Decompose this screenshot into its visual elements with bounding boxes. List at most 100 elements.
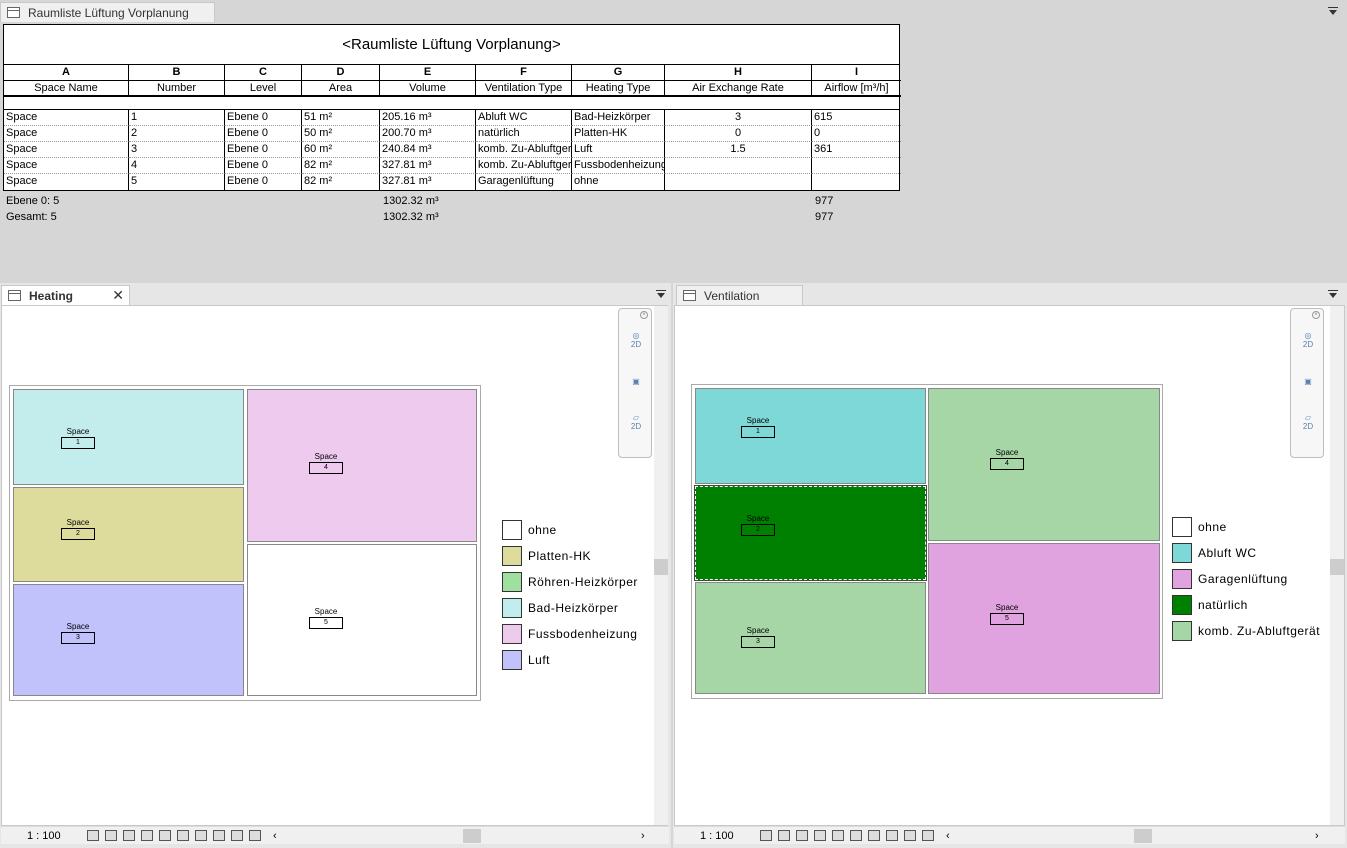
column-header[interactable]: Level [225,81,302,97]
column-letter[interactable]: D [302,65,380,81]
ventilation-room-2[interactable]: Space 2 [694,485,927,581]
table-cell[interactable]: 327.81 m³ [380,158,476,174]
pan-2d-icon[interactable]: ▱ 2D [1302,413,1314,431]
column-header[interactable]: Space Name [4,81,129,97]
zoom-icon[interactable]: ▣ [1304,377,1312,386]
table-cell[interactable]: 60 m² [302,142,380,158]
table-cell[interactable]: Space [4,110,129,126]
room-tag[interactable]: Space 5 [306,607,346,629]
table-row[interactable]: Space 3 Ebene 0 60 m² 240.84 m³ komb. Zu-Ablu… [4,142,901,158]
steering-wheel-icon[interactable]: ◎ 2D [630,331,642,349]
table-row[interactable]: Space 2 Ebene 0 50 m² 200.70 m³ natürlich Plat… [4,126,901,142]
table-row[interactable]: Space 1 Ebene 0 51 m² 205.16 m³ Abluft WC Bad-… [4,110,901,126]
table-cell[interactable]: Abluft WC [476,110,572,126]
table-cell[interactable] [812,158,901,174]
table-cell[interactable] [665,174,812,190]
ventilation-canvas[interactable]: Space 1 Space 2 Space 3 Space 4 Space 5 ohne A… [674,305,1345,826]
close-icon[interactable]: × [640,311,648,319]
column-header[interactable]: Ventilation Type [476,81,572,97]
column-header[interactable]: Number [129,81,225,97]
table-cell[interactable]: 1 [129,110,225,126]
table-cell[interactable]: natürlich [476,126,572,142]
heating-room-5[interactable]: Space 5 [247,544,477,696]
horizontal-scroll-thumb[interactable] [463,829,481,843]
sun-path-icon[interactable] [123,830,135,841]
room-tag[interactable]: Space 5 [987,603,1027,625]
table-cell[interactable]: Bad-Heizkörper [572,110,665,126]
table-cell[interactable]: Space [4,142,129,158]
crop-icon[interactable] [159,830,171,841]
heating-room-2[interactable]: Space 2 [13,487,244,582]
crop-icon[interactable] [832,830,844,841]
table-cell[interactable]: Luft [572,142,665,158]
sun-path-icon[interactable] [796,830,808,841]
vertical-scrollbar[interactable] [654,306,668,825]
room-tag[interactable]: Space 3 [738,626,778,648]
zoom-icon[interactable]: ▣ [632,377,640,386]
temporary-hide-icon[interactable] [868,830,880,841]
table-cell[interactable]: Ebene 0 [225,126,302,142]
detail-level-icon[interactable] [87,830,99,841]
tab-schedule[interactable]: Raumliste Lüftung Vorplanung [0,2,215,22]
table-cell[interactable]: komb. Zu-Abluftgerät [476,142,572,158]
column-header[interactable]: Volume [380,81,476,97]
table-cell[interactable]: 82 m² [302,174,380,190]
table-cell[interactable]: Space [4,126,129,142]
heating-canvas[interactable]: Space 1 Space 2 Space 3 Space 4 Space 5 ohne P… [1,305,668,826]
column-letter[interactable]: A [4,65,129,81]
table-cell[interactable]: 327.81 m³ [380,174,476,190]
table-cell[interactable]: Fussbodenheizung [572,158,665,174]
navigation-bar[interactable]: × ◎ 2D ▣ ▱ 2D [1290,308,1324,458]
table-cell[interactable]: Ebene 0 [225,142,302,158]
column-letter[interactable]: I [812,65,901,81]
table-cell[interactable]: 2 [129,126,225,142]
column-header[interactable]: Airflow [m³/h] [812,81,901,97]
column-letter[interactable]: G [572,65,665,81]
column-header[interactable]: Area [302,81,380,97]
ventilation-room-5[interactable]: Space 5 [928,543,1160,694]
ventilation-room-4[interactable]: Space 4 [928,388,1160,541]
scroll-right-icon[interactable]: › [1315,829,1319,842]
tab-ventilation[interactable]: Ventilation [676,285,803,305]
table-cell[interactable]: Ebene 0 [225,158,302,174]
room-tag[interactable]: Space 2 [58,518,98,540]
table-cell[interactable]: 3 [665,110,812,126]
scale-value[interactable]: 1 : 100 [27,829,61,842]
scroll-thumb[interactable] [654,559,668,575]
room-tag[interactable]: Space 2 [738,514,778,536]
scale-value[interactable]: 1 : 100 [700,829,734,842]
table-cell[interactable]: 0 [665,126,812,142]
scroll-right-icon[interactable]: › [641,829,645,842]
analytical-model-icon[interactable] [231,830,243,841]
detail-level-icon[interactable] [760,830,772,841]
ventilation-room-3[interactable]: Space 3 [695,582,926,694]
column-letter[interactable]: B [129,65,225,81]
table-cell[interactable]: Space [4,158,129,174]
table-cell[interactable]: 200.70 m³ [380,126,476,142]
steering-wheel-icon[interactable]: ◎ 2D [1302,331,1314,349]
temporary-hide-icon[interactable] [195,830,207,841]
heating-room-3[interactable]: Space 3 [13,584,244,696]
table-cell[interactable]: 0 [812,126,901,142]
close-icon[interactable]: × [1312,311,1320,319]
show-crop-icon[interactable] [177,830,189,841]
table-cell[interactable] [812,174,901,190]
reveal-hidden-icon[interactable] [886,830,898,841]
views-menu-icon[interactable] [656,290,666,298]
reveal-hidden-icon[interactable] [213,830,225,841]
column-letter[interactable]: E [380,65,476,81]
ventilation-room-1[interactable]: Space 1 [695,388,926,484]
table-cell[interactable]: 205.16 m³ [380,110,476,126]
table-cell[interactable]: 50 m² [302,126,380,142]
shadows-icon[interactable] [141,830,153,841]
tab-heating[interactable]: Heating ✕ [1,285,130,305]
table-cell[interactable]: ohne [572,174,665,190]
table-row[interactable]: Space 4 Ebene 0 82 m² 327.81 m³ komb. Zu-Ablu… [4,158,901,174]
table-cell[interactable]: 3 [129,142,225,158]
table-cell[interactable]: 5 [129,174,225,190]
table-cell[interactable]: 51 m² [302,110,380,126]
room-tag[interactable]: Space 3 [58,622,98,644]
vertical-scrollbar[interactable] [1330,306,1344,825]
close-icon[interactable]: ✕ [112,287,124,303]
table-cell[interactable]: Ebene 0 [225,110,302,126]
